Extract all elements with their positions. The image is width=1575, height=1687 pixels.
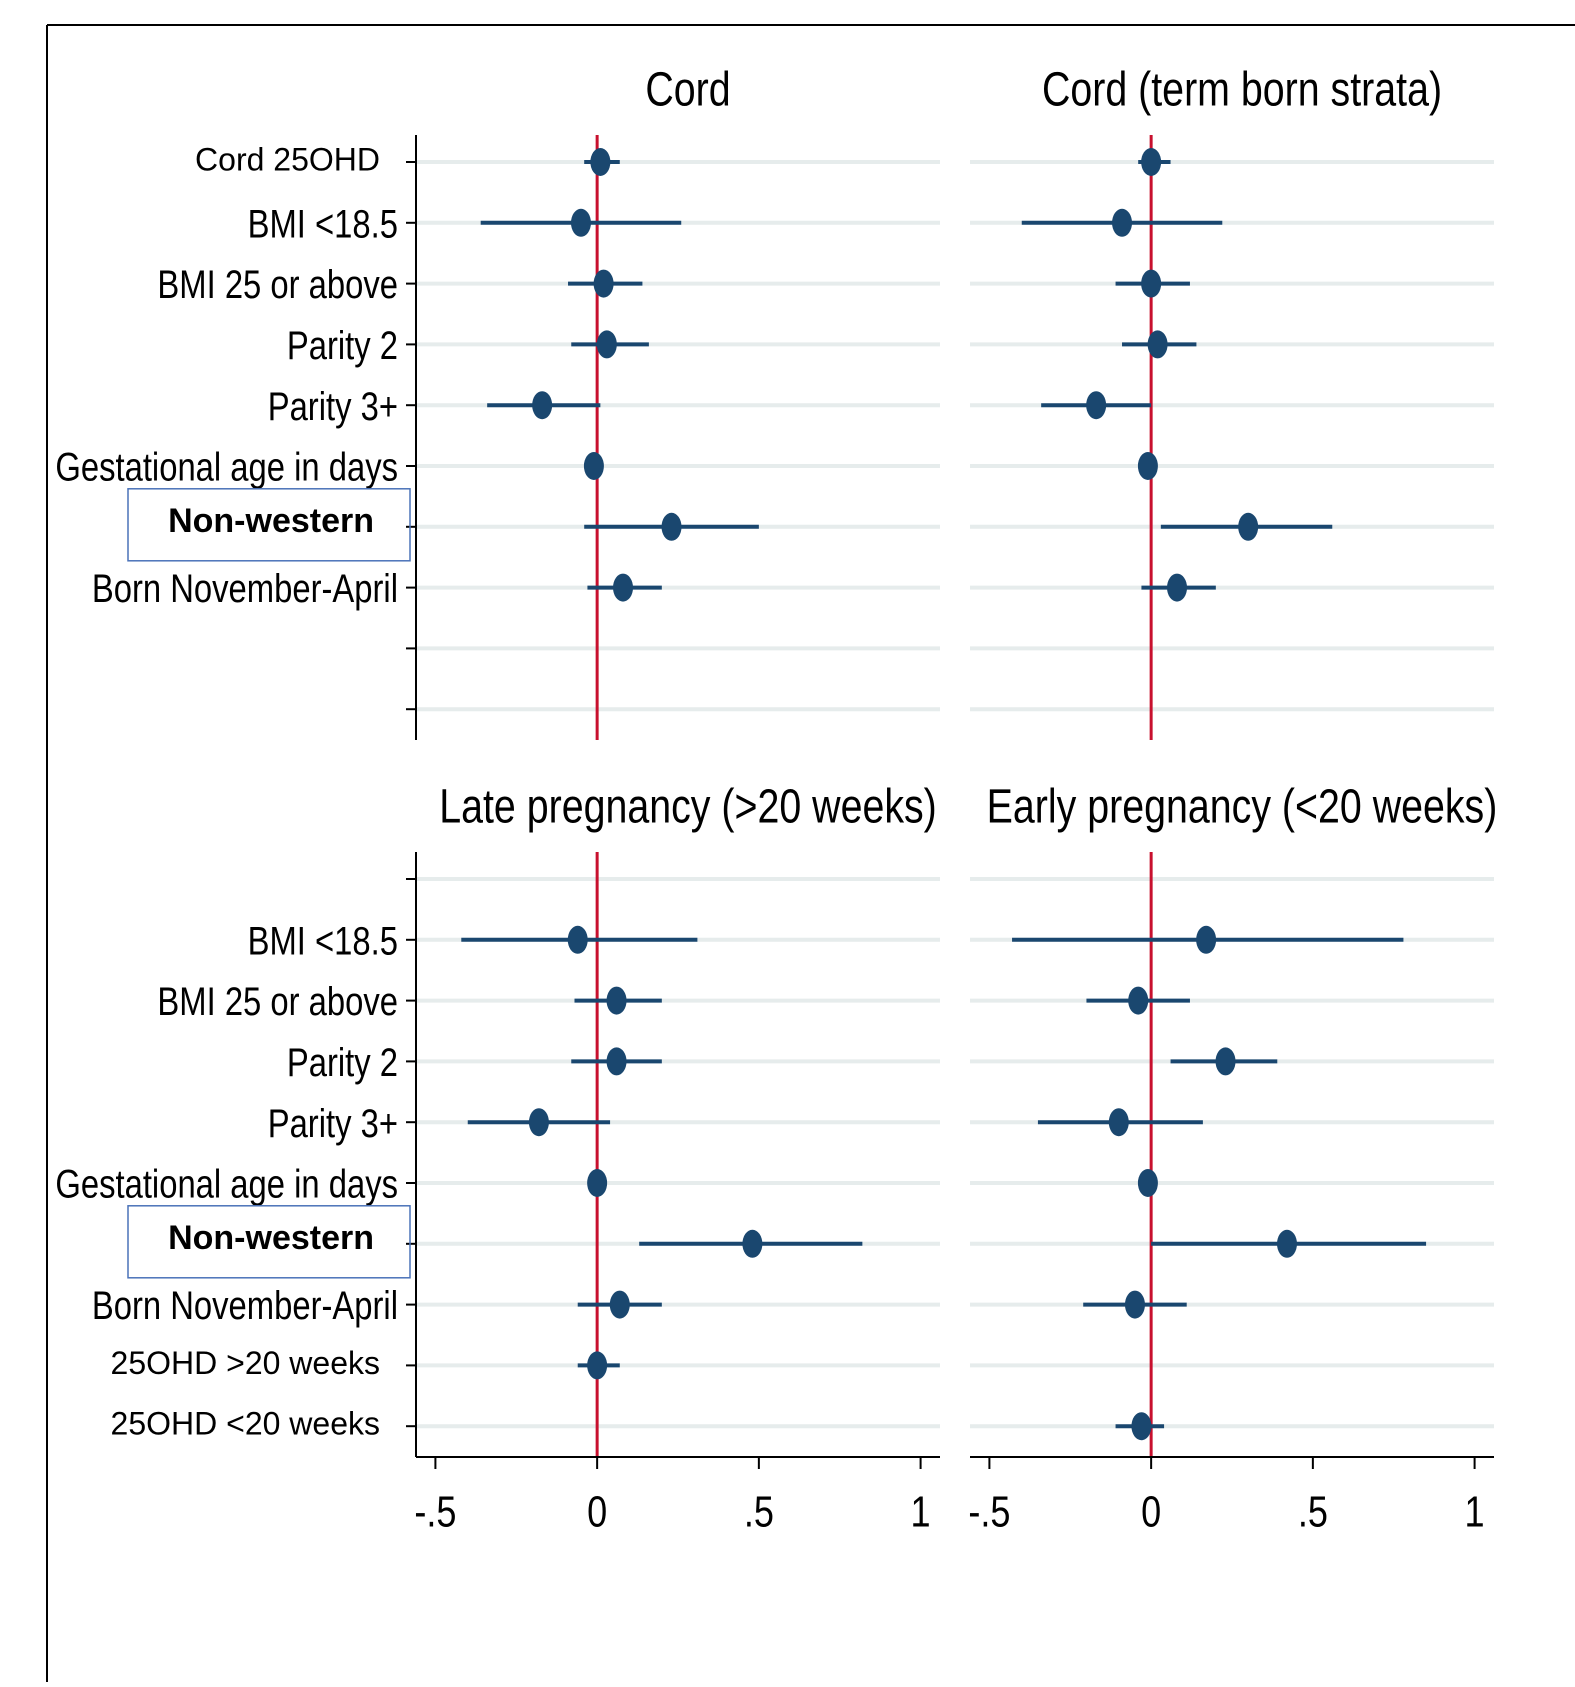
- point-estimate: [1124, 1290, 1145, 1319]
- x-tick-label: 0: [587, 1487, 607, 1536]
- point-estimate: [567, 925, 588, 954]
- x-tick-label: .5: [1298, 1487, 1328, 1536]
- point-estimate: [583, 452, 604, 480]
- row-label: BMI <18.5: [248, 201, 398, 246]
- point-estimate: [593, 269, 614, 298]
- point-estimate: [1112, 208, 1133, 237]
- row-label: Gestational age in days: [55, 444, 398, 489]
- row-label: Gestational age in days: [55, 1161, 398, 1206]
- point-estimate: [742, 1229, 763, 1258]
- point-estimate: [1167, 573, 1188, 602]
- point-estimate: [1196, 925, 1217, 954]
- point-estimate: [587, 1351, 608, 1380]
- point-estimate: [1147, 330, 1168, 359]
- x-tick-label: .5: [744, 1487, 774, 1536]
- point-estimate: [1215, 1047, 1236, 1076]
- row-label: Non-western: [168, 1219, 374, 1257]
- point-estimate: [590, 148, 611, 176]
- point-estimate: [570, 208, 591, 237]
- row-label: BMI 25 or above: [157, 979, 398, 1024]
- x-tick-label: -.5: [414, 1487, 456, 1536]
- point-estimate: [613, 573, 634, 602]
- point-estimate: [1141, 269, 1162, 298]
- point-estimate: [1137, 452, 1158, 480]
- x-tick-label: -.5: [968, 1487, 1010, 1536]
- row-label: BMI <18.5: [248, 918, 398, 963]
- row-label: 25OHD >20 weeks: [111, 1345, 380, 1381]
- point-estimate: [661, 512, 682, 541]
- x-tick-label: 0: [1141, 1487, 1161, 1536]
- point-estimate: [1238, 512, 1259, 541]
- point-estimate: [609, 1290, 630, 1319]
- point-estimate: [1128, 986, 1149, 1015]
- point-estimate: [1137, 1169, 1158, 1197]
- point-estimate: [606, 1047, 627, 1076]
- point-estimate: [1086, 391, 1107, 420]
- x-tick-label: 1: [1465, 1487, 1485, 1536]
- row-label: Born November-April: [92, 1283, 398, 1328]
- point-estimate: [1141, 148, 1162, 176]
- row-label: Born November-April: [92, 566, 398, 611]
- x-tick-label: 1: [911, 1487, 931, 1536]
- point-estimate: [1108, 1108, 1129, 1137]
- row-label: Parity 2: [287, 1040, 398, 1085]
- point-estimate: [528, 1108, 549, 1137]
- row-label: Parity 3+: [268, 1101, 398, 1146]
- highlight-box: [127, 488, 411, 562]
- point-estimate: [1131, 1412, 1152, 1441]
- panel-title: Cord: [645, 63, 730, 117]
- row-label: Parity 3+: [268, 384, 398, 429]
- point-estimate: [532, 391, 553, 420]
- highlight-box: [127, 1205, 411, 1279]
- panel-title: Late pregnancy (>20 weeks): [439, 780, 937, 834]
- point-estimate: [596, 330, 617, 359]
- row-label: Cord 25OHD: [195, 141, 380, 177]
- point-estimate: [1276, 1229, 1297, 1258]
- row-label: Parity 2: [287, 323, 398, 368]
- panel-title: Cord (term born strata): [1042, 63, 1442, 117]
- row-label: 25OHD <20 weeks: [111, 1406, 380, 1442]
- point-estimate: [606, 986, 627, 1015]
- panel-title: Early pregnancy (<20 weeks): [987, 780, 1498, 834]
- row-label: Non-western: [168, 502, 374, 540]
- row-label: BMI 25 or above: [157, 262, 398, 307]
- point-estimate: [587, 1169, 608, 1197]
